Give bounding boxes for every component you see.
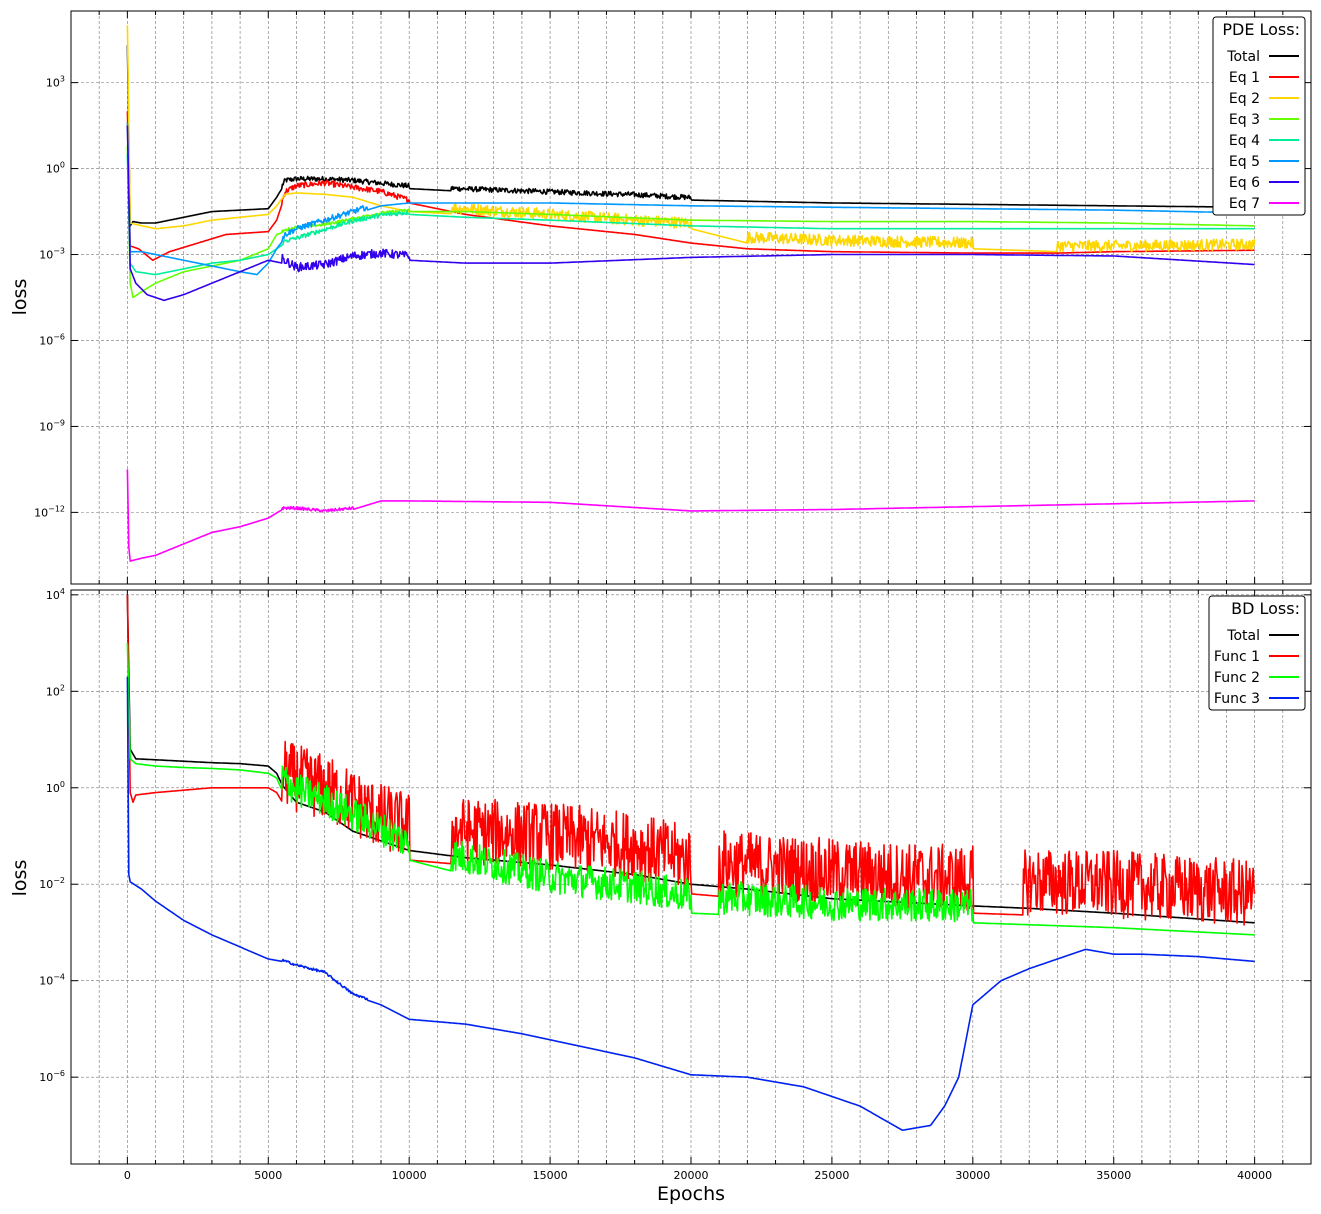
bd-ticks: 104 102 100 10−2 10−4 10−6 0 5000 10000 15000 2000… [39, 587, 1311, 1182]
bd-legend-label: Func 3 [1214, 691, 1260, 707]
pde-legend-label: Eq 1 [1229, 70, 1260, 86]
pde-legend-label: Eq 3 [1229, 112, 1260, 128]
bd-grid [71, 590, 1311, 1164]
bd-series-line [126, 643, 1255, 936]
xtick-label: 20000 [674, 1169, 709, 1182]
pde-ytick-label: 100 [46, 161, 65, 176]
pde-series-line [126, 469, 1255, 562]
bd-ytick-label: 100 [46, 780, 65, 795]
bd-series-line [126, 594, 1256, 926]
bd-legend-title: BD Loss: [1231, 599, 1300, 618]
pde-legend-label: Eq 2 [1229, 91, 1260, 107]
bd-loss-panel: 104 102 100 10−2 10−4 10−6 0 5000 10000 15000 2000… [9, 587, 1312, 1182]
bd-series-line [126, 676, 1255, 1131]
pde-grid [71, 11, 1311, 584]
pde-legend-label: Eq 4 [1229, 133, 1260, 149]
pde-legend-label: Eq 7 [1229, 196, 1260, 212]
bd-legend-label: Func 1 [1214, 649, 1260, 665]
bd-series [126, 594, 1256, 1131]
pde-series-line [126, 111, 1255, 262]
pde-legend: PDE Loss: Total Eq 1 Eq 2 Eq 3 Eq 4 Eq 5 Eq 6 Eq… [1212, 16, 1306, 216]
bd-legend: BD Loss: Total Func 1 Func 2 Func 3 [1208, 595, 1306, 711]
bd-ytick-label: 10−2 [39, 876, 65, 891]
pde-ytick-label: 103 [46, 75, 65, 90]
bd-ytick-label: 10−4 [39, 973, 65, 988]
pde-series-line [126, 25, 1256, 253]
bd-ytick-label: 10−6 [39, 1069, 65, 1084]
pde-legend-label: Eq 5 [1229, 154, 1260, 170]
bd-ytick-label: 104 [46, 587, 65, 602]
pde-legend-title: PDE Loss: [1222, 20, 1300, 39]
xtick-label: 25000 [814, 1169, 849, 1182]
bd-ylabel: loss [9, 860, 31, 897]
pde-ticks: 103 100 10−3 10−6 10−9 10−12 [34, 11, 1311, 584]
xtick-label: 15000 [533, 1169, 568, 1182]
pde-ytick-label: 10−3 [39, 247, 65, 262]
pde-legend-label: Eq 6 [1229, 175, 1260, 191]
xtick-label: 40000 [1237, 1169, 1272, 1182]
x-axis-label: Epochs [657, 1183, 725, 1205]
pde-legend-box [1212, 16, 1306, 216]
xtick-label: 5000 [254, 1169, 282, 1182]
xtick-label: 10000 [392, 1169, 427, 1182]
bd-ytick-label: 102 [46, 683, 65, 698]
bd-legend-box [1208, 595, 1306, 711]
pde-series-line [126, 125, 1255, 302]
pde-series [126, 25, 1256, 562]
bd-legend-label: Func 2 [1214, 670, 1260, 686]
pde-ylabel: loss [9, 279, 31, 316]
pde-series-line [126, 122, 1255, 276]
pde-ytick-label: 10−12 [34, 504, 65, 519]
pde-series-line [126, 154, 1255, 276]
pde-loss-panel: 103 100 10−3 10−6 10−9 10−12 loss PDE Loss: To… [9, 10, 1312, 585]
xtick-label: 35000 [1096, 1169, 1131, 1182]
xtick-label: 30000 [955, 1169, 990, 1182]
bd-legend-label: Total [1226, 628, 1260, 644]
pde-legend-label: Total [1226, 49, 1260, 65]
pde-series-line [126, 45, 1255, 227]
pde-ytick-label: 10−9 [39, 418, 65, 433]
xtick-label: 0 [124, 1169, 131, 1182]
pde-ytick-label: 10−6 [39, 332, 65, 347]
